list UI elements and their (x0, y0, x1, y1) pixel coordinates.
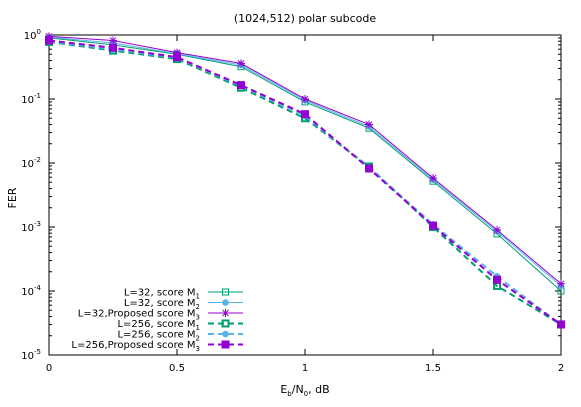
x-axis-label-sub1: b (287, 390, 292, 398)
legend-item: L=256,Proposed score M3 (71, 340, 243, 353)
data-point (221, 340, 230, 349)
data-point (557, 320, 565, 329)
data-point (301, 110, 309, 119)
data-point (222, 330, 229, 338)
data-point (173, 53, 181, 62)
x-axis-label-tail: , dB (308, 383, 330, 396)
series-3 (45, 32, 565, 288)
legend-label: L=256, score M2 (117, 330, 200, 343)
data-point (45, 36, 53, 45)
data-point (429, 221, 437, 230)
y-tick-label: 10-4 (21, 284, 41, 298)
series-line (48, 40, 562, 326)
y-tick-label: 10-2 (21, 156, 41, 170)
x-tick-label: 2 (558, 363, 564, 374)
x-tick-label: 1 (302, 363, 308, 374)
data-point (493, 225, 501, 234)
data-point (301, 95, 309, 103)
y-tick-label: 100 (24, 28, 41, 42)
data-point (221, 319, 230, 328)
y-tick-label: 10-1 (21, 92, 41, 106)
legend-item: L=32, score M2 (124, 298, 243, 311)
x-axis: 0 0.5 1 1.5 2 (46, 35, 564, 374)
legend-item: L=256, score M1 (117, 319, 243, 332)
y-axis: 100 10-1 10-2 10-3 10-4 10-5 (21, 28, 561, 362)
series-layer (45, 32, 565, 329)
legend-item: L=32, score M1 (124, 288, 243, 301)
data-point (365, 120, 373, 129)
data-point (557, 279, 565, 288)
x-tick-label: 1.5 (425, 363, 441, 374)
legend-label: L=256, score M1 (117, 319, 200, 332)
legend-label: L=256,Proposed score M3 (71, 340, 200, 353)
data-point (493, 275, 501, 284)
legend-label: L=32,Proposed score M3 (78, 309, 200, 322)
x-axis-label-main: E (280, 383, 287, 396)
x-axis-label: Eb/N0, dB (280, 383, 329, 398)
data-point (222, 288, 229, 296)
y-axis-label: FER (6, 187, 19, 208)
chart-title: (1024,512) polar subcode (234, 12, 377, 25)
x-axis-label-mid: /N (292, 383, 304, 396)
data-point (221, 309, 230, 317)
legend-label: L=32, score M1 (124, 288, 200, 301)
x-axis-label-sub2: 0 (304, 390, 308, 398)
x-tick-label: 0 (46, 363, 52, 374)
data-point (237, 81, 245, 90)
data-point (237, 59, 245, 68)
data-point (109, 43, 117, 52)
x-tick-label: 0.5 (169, 363, 185, 374)
legend: L=32, score M1L=32, score M2L=32,Propose… (71, 288, 243, 353)
data-point (429, 174, 437, 183)
data-point (222, 299, 229, 306)
y-tick-label: 10-5 (21, 348, 41, 362)
series-6 (45, 36, 565, 329)
legend-item: L=32,Proposed score M3 (78, 309, 243, 322)
y-tick-label: 10-3 (21, 220, 41, 234)
data-point (109, 36, 117, 45)
legend-label: L=32, score M2 (124, 298, 200, 311)
series-line (48, 39, 562, 326)
legend-item: L=256, score M2 (117, 330, 243, 343)
data-point (365, 164, 373, 173)
